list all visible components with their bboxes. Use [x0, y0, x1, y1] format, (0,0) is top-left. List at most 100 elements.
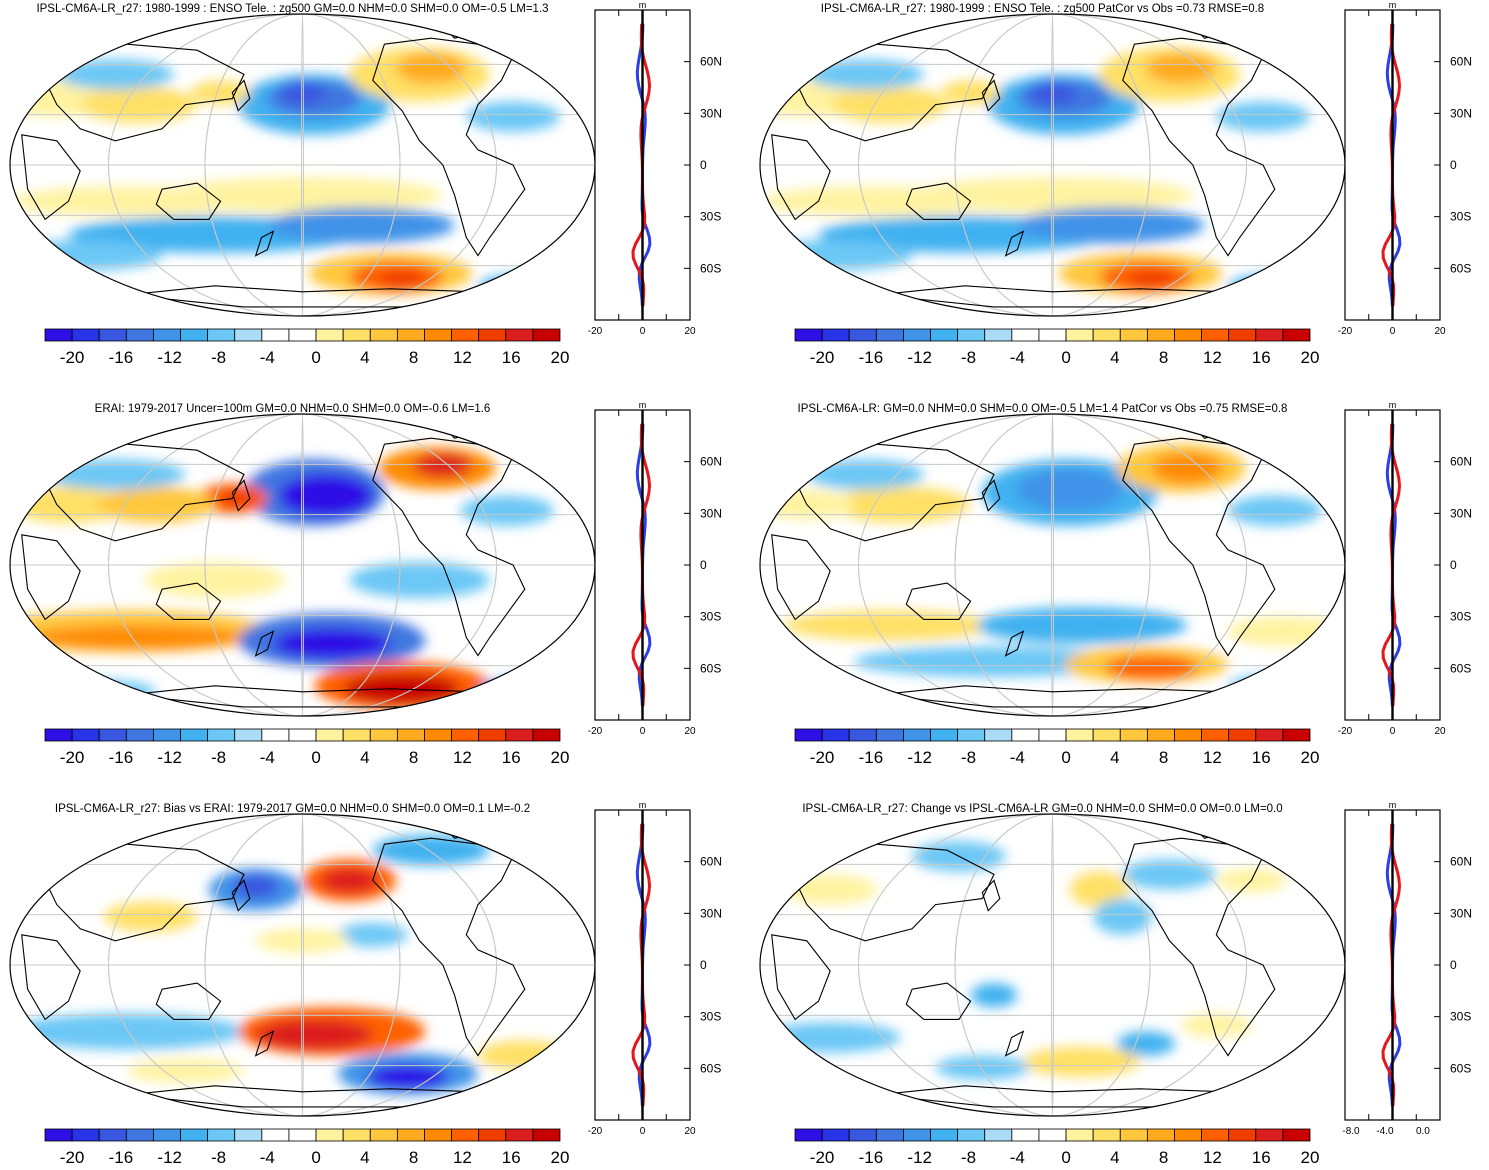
map-field [760, 414, 1345, 716]
colorbar-label: 16 [1252, 1148, 1271, 1167]
colorbar-label: -16 [859, 748, 884, 767]
profile-tick-label: 20 [684, 326, 696, 337]
colorbar-swatch [1174, 328, 1202, 342]
colorbar-swatch [1201, 328, 1230, 342]
colorbar-label: 20 [551, 1148, 570, 1167]
colorbar-swatch [1092, 728, 1121, 742]
colorbar-label: -8 [211, 1148, 226, 1167]
lat-label: 60N [700, 55, 722, 69]
colorbar-swatch [234, 328, 263, 342]
profile-unit: m [1389, 400, 1397, 410]
colorbar-swatch [1228, 1128, 1257, 1142]
colorbar-swatch [207, 328, 236, 342]
colorbar-label: 8 [1159, 748, 1168, 767]
colorbar-swatch [1146, 328, 1175, 342]
colorbar-label: 4 [1110, 348, 1119, 367]
profile-tick-label: 0 [1390, 326, 1396, 337]
colorbar-label: -12 [907, 748, 932, 767]
lat-label: 0 [1450, 958, 1457, 972]
colorbar-swatch [125, 1128, 154, 1142]
colorbar-swatch [44, 1128, 73, 1142]
colorbar-swatch [288, 328, 317, 342]
colorbar-swatch [1119, 328, 1148, 342]
colorbar-label: 16 [502, 348, 521, 367]
profile-tick-label: -20 [588, 726, 603, 737]
lat-label: 60S [1450, 261, 1471, 275]
panel-2: IPSL-CM6A-LR_r27: 1980-1999 : ENSO Tele.… [759, 0, 1472, 367]
colorbar-swatch [1174, 1128, 1202, 1142]
zonal-profile: m 60N 30N 0 30S 60S -20 0 20 [588, 400, 722, 737]
colorbar-label: -16 [859, 348, 884, 367]
colorbar-label: -12 [907, 348, 932, 367]
colorbar-label: 4 [1110, 1148, 1119, 1167]
colorbar-swatch [1092, 328, 1121, 342]
colorbar-swatch [44, 328, 73, 342]
colorbar-swatch [848, 728, 877, 742]
colorbar-label: 8 [409, 1148, 418, 1167]
colorbar-swatch [261, 328, 290, 342]
profile-tick-label: -20 [1338, 726, 1353, 737]
panel-3: ERAI: 1979-2017 Uncer=100m GM=0.0 NHM=0.… [9, 400, 722, 767]
lat-label: 30S [1450, 210, 1471, 224]
colorbar-swatch [794, 1128, 823, 1142]
colorbar-swatch [451, 728, 480, 742]
zonal-profile: m 60N 30N 0 30S 60S -20 0 20 [588, 0, 722, 337]
colorbar-label: -12 [157, 348, 182, 367]
colorbar-swatch [369, 728, 398, 742]
graticule [760, 814, 1345, 1116]
zonal-profile: m 60N 30N 0 30S 60S -20 0 20 [1338, 0, 1472, 337]
colorbar-swatch [207, 1128, 236, 1142]
colorbar-swatch [505, 1128, 534, 1142]
colorbar-swatch [1119, 1128, 1148, 1142]
colorbar-swatch [903, 1128, 931, 1142]
colorbar-swatch [396, 328, 425, 342]
profile-unit: m [639, 800, 647, 810]
colorbar-swatch [396, 1128, 425, 1142]
colorbar-label: -4 [260, 348, 275, 367]
colorbar-swatch [315, 728, 344, 742]
colorbar-label: 12 [453, 348, 472, 367]
colorbar: -20 -16 -12 -8 -4 0 4 8 12 16 20 [794, 328, 1319, 367]
lat-label: 30N [700, 106, 722, 120]
colorbar-swatch [342, 728, 371, 742]
colorbar-swatch [288, 1128, 317, 1142]
profile-tick-label: 20 [684, 1126, 696, 1137]
colorbar-swatch [1146, 1128, 1175, 1142]
colorbar-label: -16 [109, 748, 134, 767]
panel-title: IPSL-CM6A-LR_r27: 1980-1999 : ENSO Tele.… [821, 3, 1264, 15]
colorbar: -20 -16 -12 -8 -4 0 4 8 12 16 20 [44, 728, 569, 767]
colorbar-swatch [1228, 328, 1257, 342]
profile-unit: m [1389, 800, 1397, 810]
colorbar-swatch [288, 728, 317, 742]
colorbar-swatch [984, 328, 1013, 342]
lat-label: 30S [700, 1010, 721, 1024]
colorbar-label: -12 [907, 1148, 932, 1167]
colorbar-swatch [234, 728, 263, 742]
profile-tick-label: 0 [640, 326, 646, 337]
colorbar-label: -8 [961, 1148, 976, 1167]
colorbar-label: -8 [211, 348, 226, 367]
colorbar-swatch [180, 328, 209, 342]
panel-title: IPSL-CM6A-LR_r27: 1980-1999 : ENSO Tele.… [36, 3, 548, 15]
colorbar-swatch [1038, 328, 1067, 342]
colorbar: -20 -16 -12 -8 -4 0 4 8 12 16 20 [44, 328, 569, 367]
profile-tick-label: 0.0 [1416, 1126, 1430, 1137]
colorbar-swatch [1228, 728, 1257, 742]
profile-tick-label: -8.0 [1342, 1126, 1360, 1137]
colorbar-swatch [98, 328, 127, 342]
colorbar-swatch [875, 728, 904, 742]
profile-tick-label: 20 [684, 726, 696, 737]
colorbar-label: -20 [810, 748, 835, 767]
colorbar-label: 12 [453, 1148, 472, 1167]
colorbar-label: -4 [1010, 748, 1025, 767]
colorbar-swatch [821, 1128, 850, 1142]
colorbar-swatch [794, 328, 823, 342]
colorbar-swatch [234, 1128, 263, 1142]
colorbar-swatch [1011, 728, 1040, 742]
colorbar-label: 20 [1301, 1148, 1320, 1167]
graticule [760, 14, 1345, 316]
zonal-profile: m 60N 30N 0 30S 60S -20 0 20 [588, 800, 722, 1137]
colorbar-swatch [930, 328, 959, 342]
lat-label: 0 [1450, 558, 1457, 572]
colorbar-swatch [1174, 728, 1202, 742]
